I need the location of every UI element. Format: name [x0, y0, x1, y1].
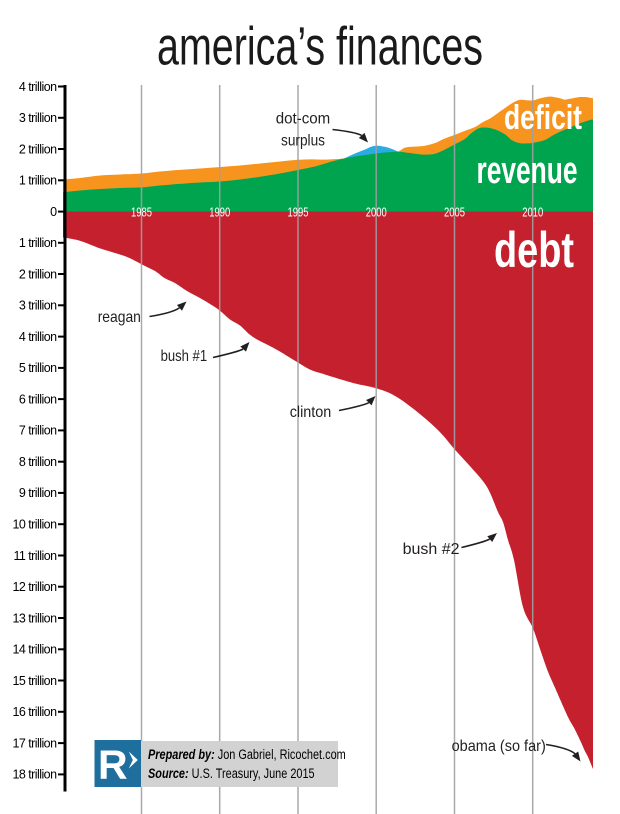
svg-text:17 trillion: 17 trillion: [13, 736, 58, 750]
svg-text:13 trillion: 13 trillion: [13, 611, 58, 625]
svg-text:1 trillion: 1 trillion: [19, 236, 57, 250]
svg-text:16 trillion: 16 trillion: [13, 705, 58, 719]
svg-text:2010: 2010: [522, 205, 543, 220]
svg-text:clinton: clinton: [290, 404, 332, 421]
svg-text:america’s finances: america’s finances: [157, 17, 483, 77]
svg-text:5 trillion: 5 trillion: [19, 361, 57, 375]
svg-text:15 trillion: 15 trillion: [13, 674, 58, 688]
svg-text:dot-com: dot-com: [276, 110, 331, 127]
svg-text:4 trillion: 4 trillion: [19, 330, 57, 344]
svg-text:0: 0: [50, 205, 57, 219]
svg-text:11 trillion: 11 trillion: [13, 549, 57, 563]
svg-text:2005: 2005: [444, 205, 465, 220]
svg-text:deficit: deficit: [504, 99, 582, 137]
svg-text:9 trillion: 9 trillion: [19, 486, 57, 500]
svg-text:obama (so far): obama (so far): [452, 738, 546, 755]
svg-text:1995: 1995: [288, 205, 309, 220]
svg-text:2 trillion: 2 trillion: [19, 267, 57, 281]
svg-text:8 trillion: 8 trillion: [19, 455, 57, 469]
svg-text:revenue: revenue: [477, 150, 578, 192]
svg-text:Prepared by: Jon Gabriel, Rico: Prepared by: Jon Gabriel, Ricochet.com: [148, 747, 346, 763]
svg-text:2 trillion: 2 trillion: [19, 142, 57, 156]
svg-text:12 trillion: 12 trillion: [13, 580, 58, 594]
svg-text:2000: 2000: [366, 205, 387, 220]
svg-text:reagan: reagan: [98, 309, 141, 326]
svg-text:3 trillion: 3 trillion: [19, 111, 57, 125]
svg-text:1985: 1985: [131, 205, 152, 220]
svg-text:6 trillion: 6 trillion: [19, 392, 57, 406]
svg-text:bush #2: bush #2: [403, 541, 460, 558]
svg-text:Source: U.S. Treasury, June 20: Source: U.S. Treasury, June 2015: [148, 766, 315, 782]
svg-text:4 trillion: 4 trillion: [19, 80, 57, 94]
svg-text:14 trillion: 14 trillion: [13, 643, 58, 657]
svg-text:18 trillion: 18 trillion: [13, 768, 58, 782]
svg-text:1 trillion: 1 trillion: [19, 174, 57, 188]
svg-text:R: R: [98, 742, 128, 788]
svg-text:1990: 1990: [209, 205, 230, 220]
svg-text:7 trillion: 7 trillion: [19, 424, 57, 438]
svg-text:10 trillion: 10 trillion: [13, 518, 58, 532]
svg-text:surplus: surplus: [281, 132, 325, 149]
svg-text:3 trillion: 3 trillion: [19, 299, 57, 313]
svg-text:bush #1: bush #1: [161, 348, 208, 365]
svg-text:debt: debt: [494, 222, 574, 278]
